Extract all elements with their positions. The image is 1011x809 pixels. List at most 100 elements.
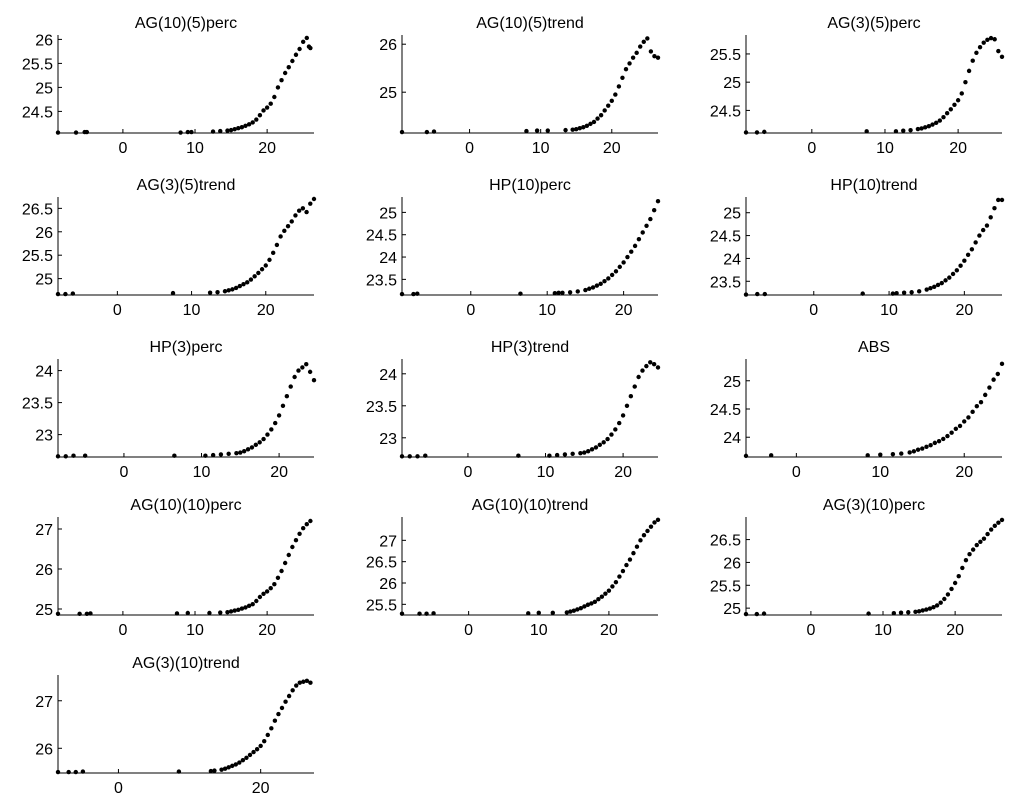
y-tick-label: 24.5: [710, 229, 741, 246]
data-point: [594, 283, 600, 288]
y-tick-label: 25.5: [22, 248, 53, 265]
data-point: [945, 433, 950, 439]
data-point: [944, 111, 950, 116]
data-point: [293, 52, 299, 57]
data-point: [264, 105, 270, 110]
y-tick-label: 26: [35, 32, 53, 49]
data-point: [233, 762, 238, 767]
x-tick-label: 20: [949, 140, 967, 157]
data-point: [207, 610, 212, 616]
data-point: [952, 580, 958, 586]
data-point: [762, 129, 767, 135]
data-point: [620, 75, 625, 81]
subplot-title: AG(3)(10)perc: [823, 497, 925, 514]
y-tick-label: 26.5: [22, 201, 53, 218]
data-point: [264, 589, 270, 594]
x-tick-label: 0: [464, 622, 473, 639]
data-point: [55, 454, 61, 459]
y-tick-label: 25: [723, 75, 741, 92]
data-point: [598, 281, 603, 287]
data-point: [603, 591, 608, 596]
data-point: [985, 531, 990, 537]
data-point: [957, 423, 963, 429]
subplot-3: AG(3)(5)perc 24.5 25 25.5 0 10 20: [710, 15, 1005, 157]
data-point: [265, 732, 270, 738]
data-point: [290, 688, 295, 693]
data-point: [284, 394, 290, 399]
data-point: [265, 432, 270, 437]
subplot-title: HP(3)perc: [150, 339, 223, 356]
data-point: [567, 290, 573, 295]
data-point: [189, 129, 194, 135]
data-point: [977, 233, 982, 238]
data-point: [915, 126, 921, 132]
data-point: [241, 449, 247, 454]
data-point: [225, 128, 230, 133]
x-tick-label: 20: [270, 464, 288, 481]
data-point: [978, 539, 983, 545]
data-point: [627, 557, 633, 562]
data-point: [431, 611, 436, 616]
y-tick-label: 26: [379, 576, 397, 593]
data-point: [956, 573, 961, 579]
data-point: [178, 130, 183, 135]
data-point: [655, 55, 661, 60]
data-point: [237, 760, 242, 765]
x-tick-label: 0: [806, 622, 815, 639]
data-point: [583, 287, 588, 293]
data-point: [237, 283, 242, 289]
data-point: [570, 127, 575, 132]
data-point: [249, 445, 255, 450]
data-point: [891, 610, 897, 616]
data-point: [283, 699, 288, 704]
data-point: [955, 98, 961, 103]
x-tick-label: 20: [946, 622, 964, 639]
x-tick-label: 20: [955, 464, 973, 481]
data-point: [564, 610, 570, 615]
data-point: [212, 768, 217, 773]
data-point: [995, 371, 1001, 377]
data-point: [627, 61, 632, 66]
data-point: [280, 403, 286, 408]
data-point: [218, 452, 224, 457]
data-point: [304, 35, 309, 41]
data-point: [930, 122, 935, 127]
x-tick-label: 10: [537, 464, 555, 481]
data-point: [245, 447, 251, 452]
subplot-8: HP(3)trend 23 23.5 24 0 10 20: [366, 339, 661, 481]
data-point: [296, 208, 302, 213]
data-point: [911, 449, 917, 454]
data-point: [970, 547, 976, 552]
x-tick-label: 0: [466, 302, 475, 319]
x-tick-label: 10: [871, 464, 889, 481]
data-point: [207, 290, 213, 295]
y-tick-label: 25.5: [710, 47, 741, 64]
subplot-title: AG(3)(5)perc: [827, 15, 920, 32]
data-point: [890, 291, 896, 296]
data-point: [920, 608, 925, 613]
y-tick-label: 24: [379, 367, 397, 384]
data-point: [743, 130, 749, 135]
data-point: [261, 591, 266, 596]
subplot-title: ABS: [858, 339, 890, 356]
data-point: [919, 126, 924, 131]
data-point: [308, 45, 313, 51]
x-tick-label: 0: [119, 464, 128, 481]
subplot-5: HP(10)perc 23.5 24 24.5 25 0 10 20: [366, 177, 661, 319]
data-point: [648, 360, 653, 365]
data-point: [272, 718, 278, 723]
x-tick-label: 20: [603, 140, 621, 157]
subplot-title: AG(10)(5)perc: [135, 15, 237, 32]
data-point: [640, 368, 645, 373]
data-point: [84, 129, 90, 135]
data-point: [640, 230, 645, 235]
data-point: [860, 291, 865, 296]
data-point: [645, 528, 650, 534]
x-tick-label: 0: [114, 780, 123, 797]
data-point: [73, 130, 79, 135]
data-point: [88, 611, 93, 616]
data-point: [578, 450, 583, 456]
data-point: [288, 384, 293, 389]
data-point: [999, 517, 1005, 523]
